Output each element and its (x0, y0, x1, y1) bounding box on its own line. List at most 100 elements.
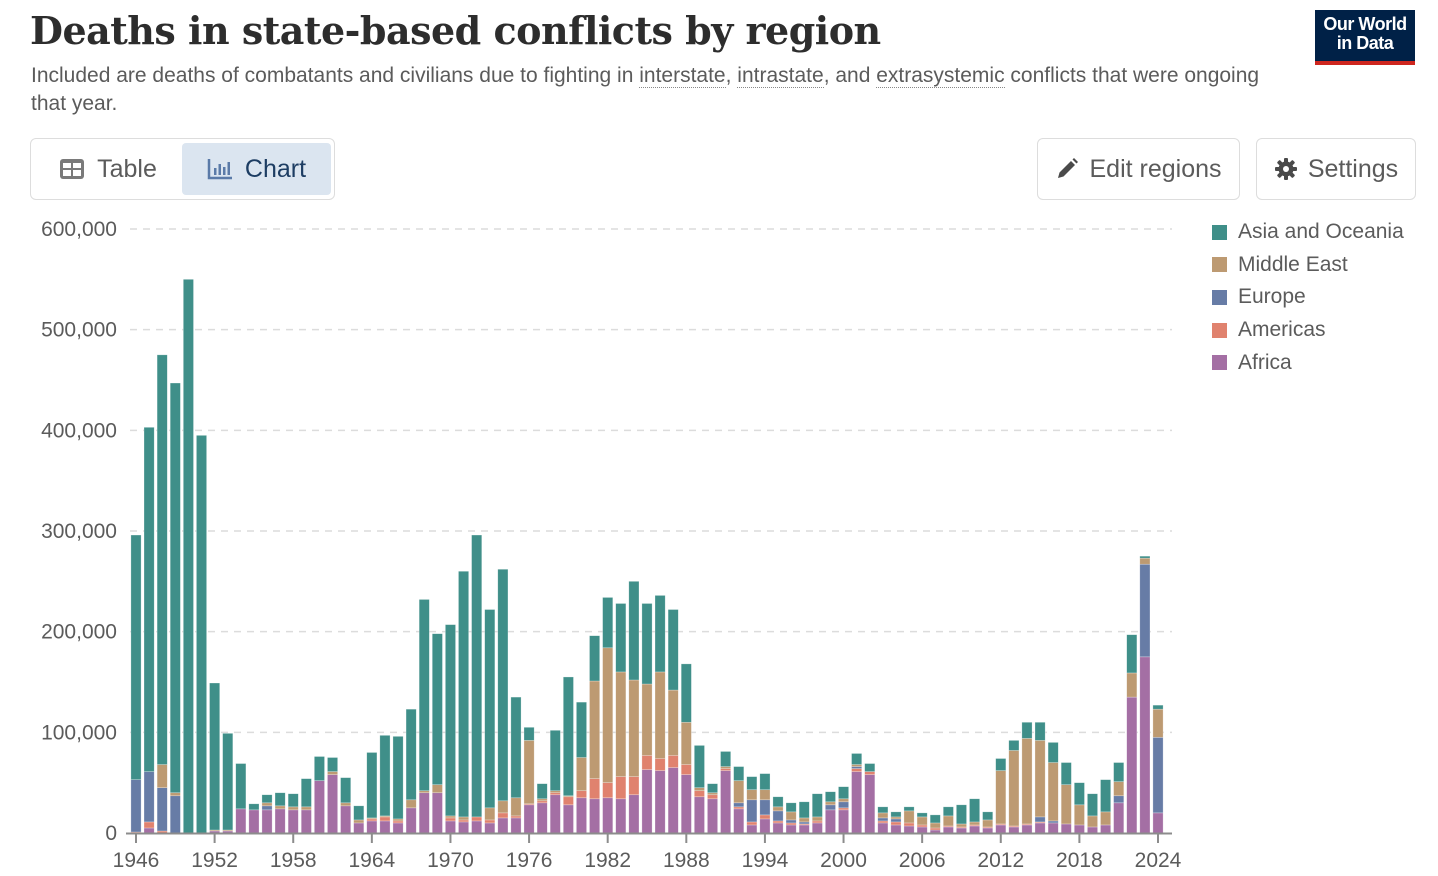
bar-segment-middle-east[interactable] (523, 740, 535, 805)
bar-segment-americas[interactable] (667, 755, 679, 768)
bar-segment-middle-east[interactable] (1034, 740, 1046, 818)
bar-segment-middle-east[interactable] (785, 811, 797, 821)
bar-segment-americas[interactable] (510, 815, 522, 819)
bar-segment-middle-east[interactable] (405, 799, 417, 809)
bar-segment-asia-and-oceania[interactable] (300, 778, 312, 808)
bar-segment-asia-and-oceania[interactable] (458, 570, 469, 818)
bar-segment-middle-east[interactable] (327, 771, 338, 775)
bar-segment-asia-and-oceania[interactable] (903, 806, 915, 812)
bar-segment-americas[interactable] (458, 819, 469, 823)
bar-segment-americas[interactable] (641, 755, 653, 770)
bar-segment-asia-and-oceania[interactable] (353, 805, 365, 821)
bar-segment-asia-and-oceania[interactable] (1008, 740, 1020, 751)
bar-segment-asia-and-oceania[interactable] (549, 730, 561, 792)
bar-segment-africa[interactable] (392, 822, 404, 834)
bar-segment-middle-east[interactable] (641, 683, 653, 756)
bar-segment-americas[interactable] (929, 827, 941, 831)
bar-segment-americas[interactable] (903, 822, 915, 827)
bar-segment-middle-east[interactable] (798, 817, 810, 823)
bar-segment-europe[interactable] (130, 779, 142, 833)
bar-segment-middle-east[interactable] (825, 801, 836, 806)
bar-segment-africa[interactable] (1008, 826, 1020, 834)
bar-segment-asia-and-oceania[interactable] (628, 581, 640, 681)
bar-segment-asia-and-oceania[interactable] (183, 279, 194, 834)
bar-segment-americas[interactable] (785, 822, 797, 826)
bar-segment-africa[interactable] (746, 824, 758, 834)
bar-segment-asia-and-oceania[interactable] (562, 676, 574, 797)
term-intrastate-link[interactable]: intrastate (737, 64, 824, 88)
bar-segment-americas[interactable] (562, 796, 574, 806)
bar-segment-asia-and-oceania[interactable] (431, 633, 443, 785)
bar-segment-africa[interactable] (1087, 826, 1098, 834)
bar-segment-asia-and-oceania[interactable] (1152, 704, 1164, 710)
bar-segment-africa[interactable] (680, 774, 692, 834)
bar-segment-africa[interactable] (602, 797, 614, 834)
bar-segment-africa[interactable] (694, 796, 705, 834)
bar-segment-europe[interactable] (838, 801, 849, 809)
bar-segment-africa[interactable] (314, 780, 325, 834)
bar-segment-africa[interactable] (969, 825, 980, 834)
bar-segment-americas[interactable] (877, 820, 889, 824)
bar-segment-asia-and-oceania[interactable] (274, 792, 286, 807)
bar-segment-europe[interactable] (825, 804, 836, 811)
bar-segment-americas[interactable] (366, 818, 378, 822)
bar-segment-americas[interactable] (811, 820, 823, 824)
bar-segment-asia-and-oceania[interactable] (471, 534, 483, 818)
bar-segment-middle-east[interactable] (851, 764, 863, 767)
bar-segment-europe[interactable] (143, 771, 155, 823)
bar-segment-africa[interactable] (615, 798, 627, 834)
bar-segment-asia-and-oceania[interactable] (759, 773, 771, 791)
bar-segment-middle-east[interactable] (1060, 784, 1072, 825)
bar-segment-africa[interactable] (143, 827, 155, 834)
bar-segment-asia-and-oceania[interactable] (969, 798, 980, 823)
edit-regions-button[interactable]: Edit regions (1037, 138, 1240, 200)
bar-segment-asia-and-oceania[interactable] (169, 382, 181, 794)
bar-segment-asia-and-oceania[interactable] (497, 568, 509, 802)
bar-segment-asia-and-oceania[interactable] (811, 793, 823, 818)
bar-segment-middle-east[interactable] (982, 819, 994, 828)
bar-segment-asia-and-oceania[interactable] (1087, 793, 1098, 817)
bar-segment-middle-east[interactable] (300, 806, 312, 811)
bar-segment-asia-and-oceania[interactable] (156, 354, 168, 765)
bar-segment-americas[interactable] (497, 812, 509, 819)
bar-segment-middle-east[interactable] (838, 798, 849, 803)
bar-segment-americas[interactable] (680, 764, 692, 775)
bar-segment-asia-and-oceania[interactable] (523, 726, 535, 741)
bar-segment-africa[interactable] (864, 774, 876, 834)
bar-segment-middle-east[interactable] (1126, 672, 1138, 698)
bar-segment-americas[interactable] (628, 776, 640, 796)
bar-segment-europe[interactable] (746, 799, 758, 823)
bar-segment-middle-east[interactable] (392, 818, 404, 822)
bar-segment-asia-and-oceania[interactable] (602, 597, 614, 649)
bar-segment-europe[interactable] (877, 817, 889, 822)
bar-segment-middle-east[interactable] (1087, 815, 1098, 828)
bar-segment-asia-and-oceania[interactable] (838, 786, 849, 800)
bar-segment-asia-and-oceania[interactable] (510, 696, 522, 799)
bar-segment-middle-east[interactable] (680, 721, 692, 765)
bar-segment-asia-and-oceania[interactable] (929, 814, 941, 824)
bar-segment-africa[interactable] (353, 822, 365, 834)
bar-segment-asia-and-oceania[interactable] (314, 756, 325, 781)
bar-segment-americas[interactable] (838, 807, 849, 811)
bar-segment-africa[interactable] (995, 824, 1007, 834)
bar-segment-americas[interactable] (733, 806, 745, 810)
bar-segment-asia-and-oceania[interactable] (864, 763, 876, 772)
legend-item-asia-and-oceania[interactable]: Asia and Oceania (1212, 216, 1404, 249)
bar-segment-asia-and-oceania[interactable] (445, 624, 456, 817)
bar-segment-middle-east[interactable] (261, 802, 273, 807)
bar-segment-africa[interactable] (523, 804, 535, 834)
bar-segment-middle-east[interactable] (903, 810, 915, 824)
bar-segment-africa[interactable] (785, 824, 797, 834)
bar-segment-middle-east[interactable] (956, 823, 967, 828)
bar-segment-americas[interactable] (890, 821, 902, 826)
bar-segment-asia-and-oceania[interactable] (248, 803, 260, 811)
bar-segment-africa[interactable] (379, 820, 391, 834)
bar-segment-asia-and-oceania[interactable] (680, 663, 692, 723)
legend-item-africa[interactable]: Africa (1212, 346, 1404, 379)
bar-segment-americas[interactable] (392, 820, 404, 824)
bar-segment-americas[interactable] (772, 820, 784, 824)
bar-segment-asia-and-oceania[interactable] (379, 735, 391, 817)
bar-segment-middle-east[interactable] (877, 812, 889, 819)
bar-segment-americas[interactable] (484, 819, 496, 824)
bar-segment-americas[interactable] (549, 792, 561, 796)
